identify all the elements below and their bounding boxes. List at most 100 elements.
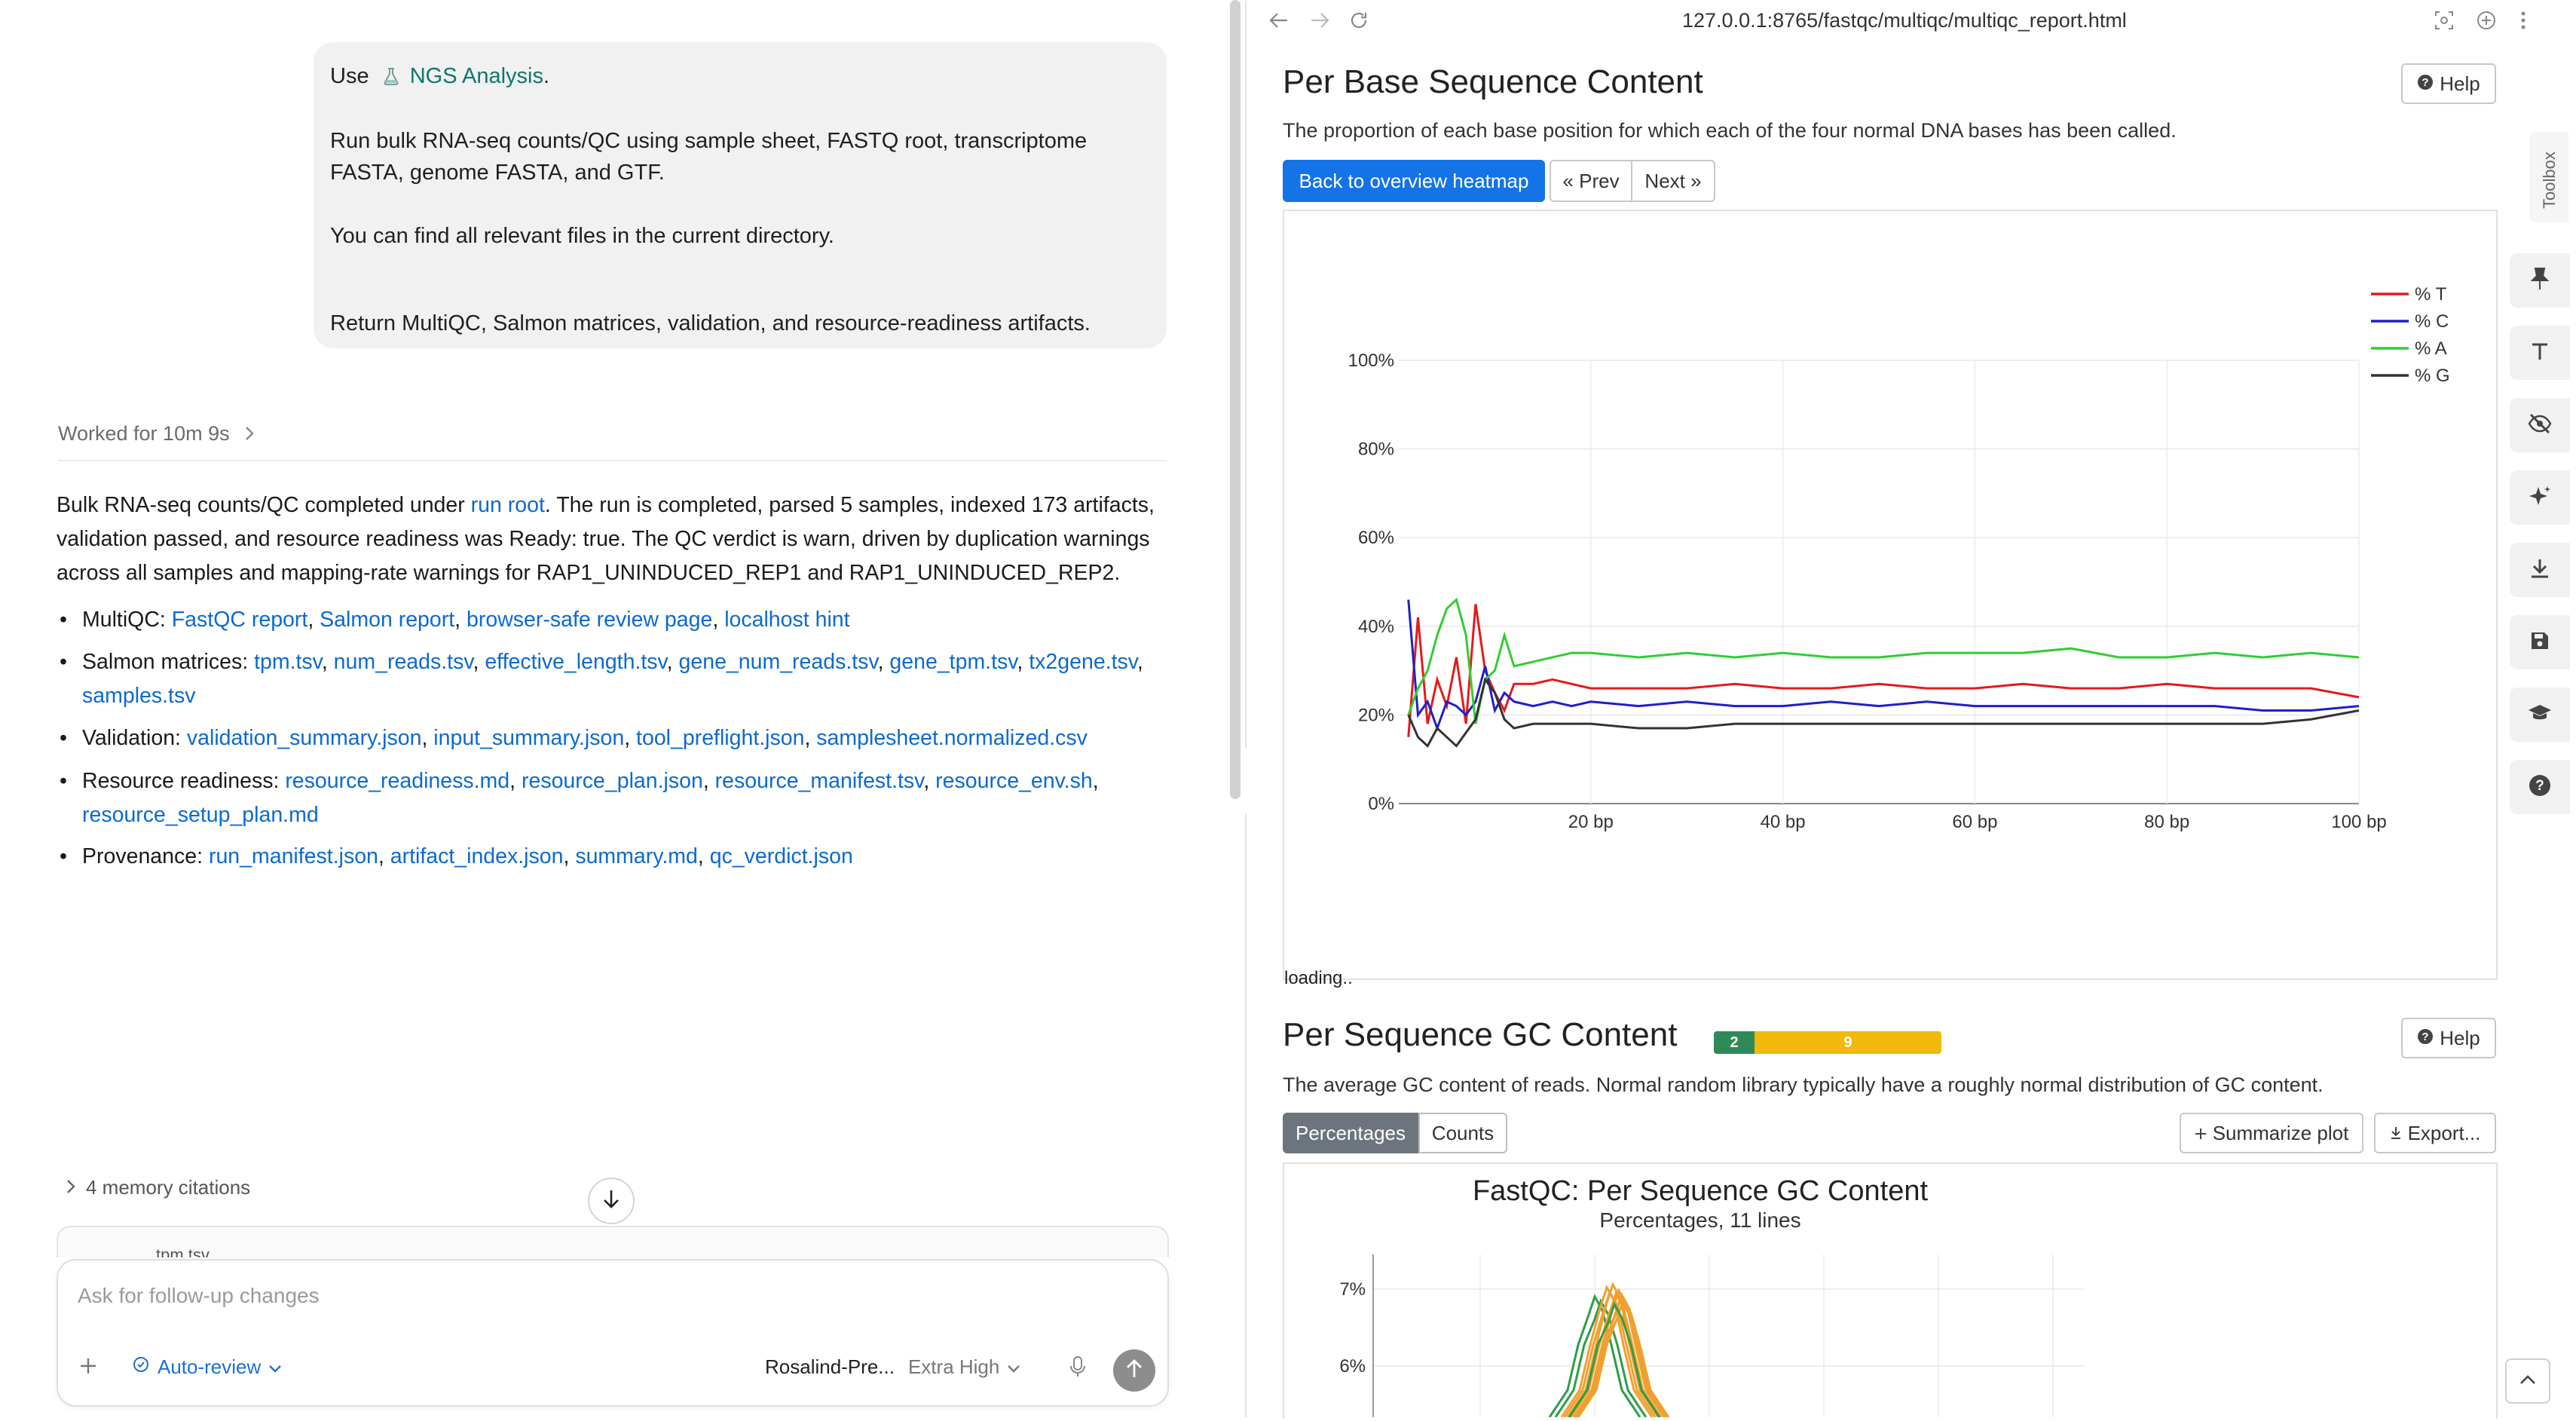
resource-manifest-tsv-link[interactable]: resource_manifest.tsv xyxy=(714,769,924,793)
resource-setup-plan-link[interactable]: resource_setup_plan.md xyxy=(82,803,319,827)
gc-content-plot[interactable]: FastQC: Per Sequence GC Content Percentag… xyxy=(1283,1162,2498,1419)
microphone-button[interactable] xyxy=(1069,1355,1086,1383)
prompt-line-1: Run bulk RNA-seq counts/QC using sample … xyxy=(330,129,1088,153)
memory-citations-toggle[interactable]: 4 memory citations xyxy=(66,1176,250,1199)
summary-md-link[interactable]: summary.md xyxy=(575,844,698,868)
validation-summary-link[interactable]: validation_summary.json xyxy=(186,726,422,750)
status-bar[interactable]: 2 9 xyxy=(1714,1031,1941,1054)
toolbox-tab[interactable]: Toolbox xyxy=(2529,132,2568,222)
help-button[interactable]: ? Help xyxy=(2401,1018,2496,1058)
model-label: Rosalind-Pre... xyxy=(765,1355,895,1378)
more-options-icon[interactable] xyxy=(2519,9,2528,35)
download-icon xyxy=(2530,558,2550,583)
review-page-link[interactable]: browser-safe review page xyxy=(467,608,713,632)
address-bar[interactable]: 127.0.0.1:8765/fastqc/multiqc/multiqc_re… xyxy=(1682,9,2127,32)
worked-for-toggle[interactable]: Worked for 10m 9s xyxy=(58,422,255,447)
back-to-overview-button[interactable]: Back to overview heatmap xyxy=(1283,160,1545,202)
browser-toolbar: 127.0.0.1:8765/fastqc/multiqc/multiqc_re… xyxy=(1247,0,2576,42)
bullet-dot: • xyxy=(60,726,67,750)
hide-samples-button[interactable] xyxy=(2510,398,2570,452)
prev-button[interactable]: « Prev xyxy=(1550,160,1632,202)
chat-pane: Use NGS Analysis. Run bulk RNA-seq count… xyxy=(0,0,1228,1417)
tool-preflight-link[interactable]: tool_preflight.json xyxy=(636,726,805,750)
new-tab-icon[interactable] xyxy=(2475,9,2498,35)
summarize-plot-button[interactable]: Summarize plot xyxy=(2180,1113,2363,1153)
gene-tpm-tsv-link[interactable]: gene_tpm.tsv xyxy=(889,650,1017,674)
legend-label: % G xyxy=(2415,366,2450,386)
y-tick-label: 7% xyxy=(1339,1279,1366,1300)
tpm-tsv-link[interactable]: tpm.tsv xyxy=(254,650,322,674)
chevron-right-icon xyxy=(244,424,255,447)
back-icon[interactable] xyxy=(1268,9,1290,35)
section-description: The proportion of each base position for… xyxy=(1283,119,2177,142)
pin-button[interactable] xyxy=(2510,253,2570,308)
send-button[interactable] xyxy=(1113,1349,1155,1392)
follow-up-input[interactable] xyxy=(76,1283,1059,1309)
floppy-disk-icon xyxy=(2530,631,2550,654)
highlight-button[interactable] xyxy=(2510,470,2570,525)
memory-citations-label: 4 memory citations xyxy=(86,1176,251,1199)
save-button[interactable] xyxy=(2510,615,2570,669)
bullet-dot: • xyxy=(60,769,67,793)
run-root-link[interactable]: run root xyxy=(470,493,545,517)
help-button[interactable]: ? Help xyxy=(2401,63,2496,104)
summary-text: Bulk RNA-seq counts/QC completed under xyxy=(57,493,471,517)
download-button[interactable] xyxy=(2510,543,2570,597)
tutorial-button[interactable] xyxy=(2510,688,2570,742)
scroll-to-top-button[interactable] xyxy=(2505,1358,2550,1404)
resource-readiness-md-link[interactable]: resource_readiness.md xyxy=(285,769,510,793)
model-selector[interactable]: Rosalind-Pre... Extra High xyxy=(765,1355,1020,1379)
svg-text:?: ? xyxy=(2422,76,2429,89)
rename-button[interactable] xyxy=(2510,326,2570,380)
next-button[interactable]: Next » xyxy=(1631,160,1715,202)
chat-scrollbar[interactable] xyxy=(1230,0,1241,799)
tab-counts[interactable]: Counts xyxy=(1418,1113,1507,1153)
status-pass-count: 2 xyxy=(1714,1031,1755,1054)
effort-label: Extra High xyxy=(907,1355,1000,1378)
run-manifest-link[interactable]: run_manifest.json xyxy=(208,844,378,868)
scroll-down-button[interactable] xyxy=(588,1178,635,1224)
summary-line-2: validation passed, and resource readines… xyxy=(57,527,1150,551)
samplesheet-normalized-link[interactable]: samplesheet.normalized.csv xyxy=(816,726,1088,750)
effective-length-tsv-link[interactable]: effective_length.tsv xyxy=(485,650,667,674)
reload-icon[interactable] xyxy=(1348,9,1370,35)
review-shield-icon xyxy=(132,1355,150,1379)
qc-verdict-link[interactable]: qc_verdict.json xyxy=(709,844,853,868)
fastqc-report-link[interactable]: FastQC report xyxy=(171,608,308,632)
loading-text: loading.. xyxy=(1284,968,1353,988)
svg-text:?: ? xyxy=(2535,778,2544,794)
export-button[interactable]: Export... xyxy=(2374,1113,2496,1153)
y-tick-label: 6% xyxy=(1339,1356,1366,1377)
resource-plan-json-link[interactable]: resource_plan.json xyxy=(521,769,703,793)
arrow-down-icon xyxy=(601,1188,621,1214)
microphone-icon xyxy=(1069,1355,1086,1383)
section-title-per-base-sequence-content: Per Base Sequence Content xyxy=(1283,63,1703,100)
tx2gene-tsv-link[interactable]: tx2gene.tsv xyxy=(1029,650,1137,674)
salmon-report-link[interactable]: Salmon report xyxy=(320,608,455,632)
flask-icon xyxy=(381,63,401,95)
artifact-index-link[interactable]: artifact_index.json xyxy=(390,844,564,868)
resource-env-sh-link[interactable]: resource_env.sh xyxy=(935,769,1093,793)
add-attachment-button[interactable] xyxy=(78,1355,99,1382)
tab-percentages[interactable]: Percentages xyxy=(1283,1113,1418,1153)
skill-link-ngs-analysis[interactable]: NGS Analysis xyxy=(409,64,543,88)
prompt-line-3: You can find all relevant files in the c… xyxy=(330,224,834,248)
forward-icon[interactable] xyxy=(1308,9,1331,35)
localhost-hint-link[interactable]: localhost hint xyxy=(724,608,850,632)
help-toolbox-button[interactable]: ? xyxy=(2510,760,2570,814)
download-icon xyxy=(2390,1122,2402,1145)
file-preview-name: tpm.tsv xyxy=(156,1245,210,1257)
gc-series-line xyxy=(1577,1297,1670,1418)
section-title-per-sequence-gc-content: Per Sequence GC Content xyxy=(1283,1016,1678,1053)
samples-tsv-link[interactable]: samples.tsv xyxy=(82,684,196,708)
per-base-sequence-plot[interactable]: 0% 20% 40% 60% 80% 100% 20 bp 40 bp 60 bp 80 bp 10… xyxy=(1283,210,2498,980)
input-summary-link[interactable]: input_summary.json xyxy=(433,726,625,750)
screenshot-icon[interactable] xyxy=(2433,9,2455,35)
file-preview-card[interactable]: tpm.tsv xyxy=(57,1226,1169,1257)
pane-separator xyxy=(1245,0,1247,1417)
legend-label: % T xyxy=(2415,284,2447,305)
num-reads-tsv-link[interactable]: num_reads.tsv xyxy=(333,650,473,674)
chevron-down-icon xyxy=(268,1355,282,1379)
auto-review-dropdown[interactable]: Auto-review xyxy=(132,1355,282,1379)
gene-num-reads-tsv-link[interactable]: gene_num_reads.tsv xyxy=(678,650,878,674)
